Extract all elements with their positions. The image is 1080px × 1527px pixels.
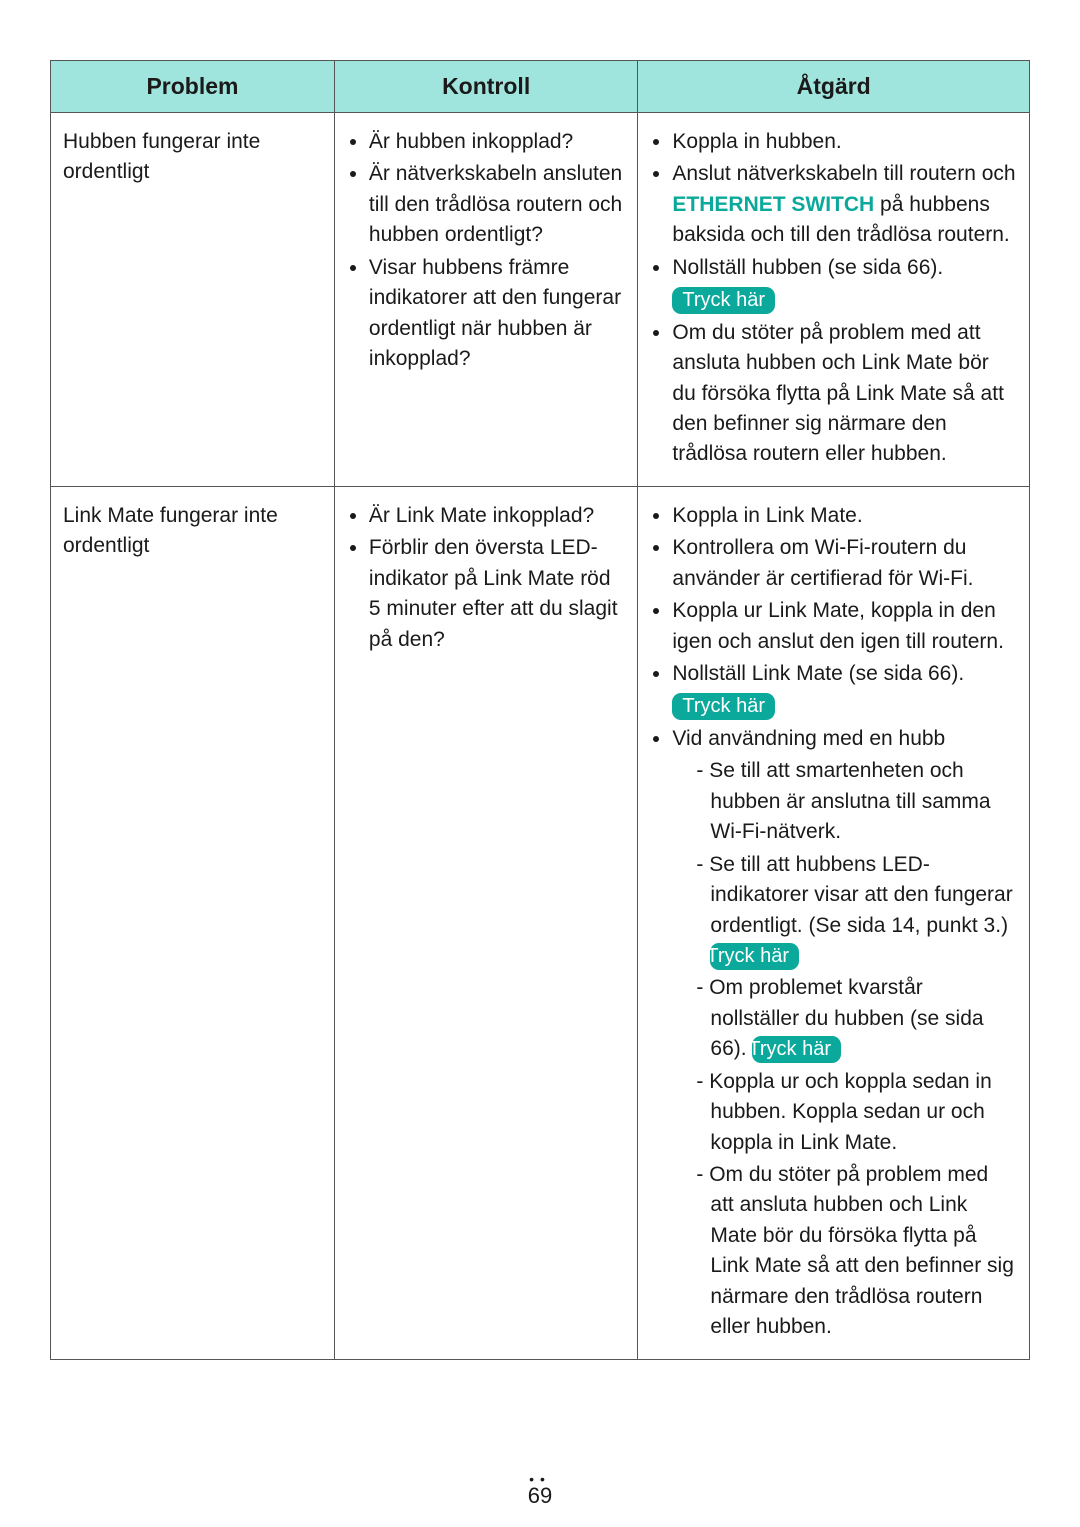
cell-problem: Hubben fungerar inte ordentligt bbox=[51, 113, 335, 487]
table-header-row: Problem Kontroll Åtgärd bbox=[51, 61, 1030, 113]
kontroll-item: Är nätverkskabeln ansluten till den tråd… bbox=[369, 159, 625, 250]
tryck-har-button[interactable]: Tryck här bbox=[752, 1036, 841, 1063]
atgard-item: Kontrollera om Wi-Fi-routern du använder… bbox=[672, 533, 1017, 594]
kontroll-item: Förblir den översta LED-indikator på Lin… bbox=[369, 533, 625, 655]
page-number: •• 69 bbox=[0, 1471, 1080, 1509]
table-row: Link Mate fungerar inte ordentligtÄr Lin… bbox=[51, 486, 1030, 1359]
kontroll-item: Är hubben inkopplad? bbox=[369, 127, 625, 157]
atgard-item: Koppla ur Link Mate, koppla in den igen … bbox=[672, 596, 1017, 657]
atgard-item: Vid användning med en hubbSe till att sm… bbox=[672, 724, 1017, 1343]
troubleshooting-table: Problem Kontroll Åtgärd Hubben fungerar … bbox=[50, 60, 1030, 1360]
cell-atgard: Koppla in hubben.Anslut nätverkskabeln t… bbox=[638, 113, 1030, 487]
header-kontroll: Kontroll bbox=[334, 61, 637, 113]
atgard-item: Koppla in Link Mate. bbox=[672, 501, 1017, 531]
atgard-item: Anslut nätverkskabeln till routern och E… bbox=[672, 159, 1017, 250]
tryck-har-button[interactable]: Tryck här bbox=[710, 943, 799, 970]
atgard-item: Koppla in hubben. bbox=[672, 127, 1017, 157]
header-atgard: Åtgärd bbox=[638, 61, 1030, 113]
cell-kontroll: Är hubben inkopplad?Är nätverkskabeln an… bbox=[334, 113, 637, 487]
tryck-har-button[interactable]: Tryck här bbox=[672, 693, 775, 720]
atgard-subitem: Koppla ur och koppla sedan in hubben. Ko… bbox=[696, 1067, 1017, 1158]
atgard-subitem: Se till att hubbens LED-indikatorer visa… bbox=[696, 850, 1017, 972]
page-number-value: 69 bbox=[528, 1483, 552, 1508]
cell-problem: Link Mate fungerar inte ordentligt bbox=[51, 486, 335, 1359]
atgard-item: Nollställ hubben (se sida 66).Tryck här bbox=[672, 253, 1017, 316]
cell-kontroll: Är Link Mate inkopplad?Förblir den övers… bbox=[334, 486, 637, 1359]
atgard-item: Nollställ Link Mate (se sida 66).Tryck h… bbox=[672, 659, 1017, 722]
atgard-subitem: Se till att smartenheten och hubben är a… bbox=[696, 756, 1017, 847]
atgard-subitem: Om du stöter på problem med att ansluta … bbox=[696, 1160, 1017, 1343]
atgard-item: Om du stöter på problem med att ansluta … bbox=[672, 318, 1017, 470]
kontroll-item: Är Link Mate inkopplad? bbox=[369, 501, 625, 531]
cell-atgard: Koppla in Link Mate.Kontrollera om Wi-Fi… bbox=[638, 486, 1030, 1359]
atgard-subitem: Om problemet kvarstår nollställer du hub… bbox=[696, 973, 1017, 1064]
table-row: Hubben fungerar inte ordentligtÄr hubben… bbox=[51, 113, 1030, 487]
kontroll-item: Visar hubbens främre indikatorer att den… bbox=[369, 253, 625, 375]
header-problem: Problem bbox=[51, 61, 335, 113]
tryck-har-button[interactable]: Tryck här bbox=[672, 287, 775, 314]
